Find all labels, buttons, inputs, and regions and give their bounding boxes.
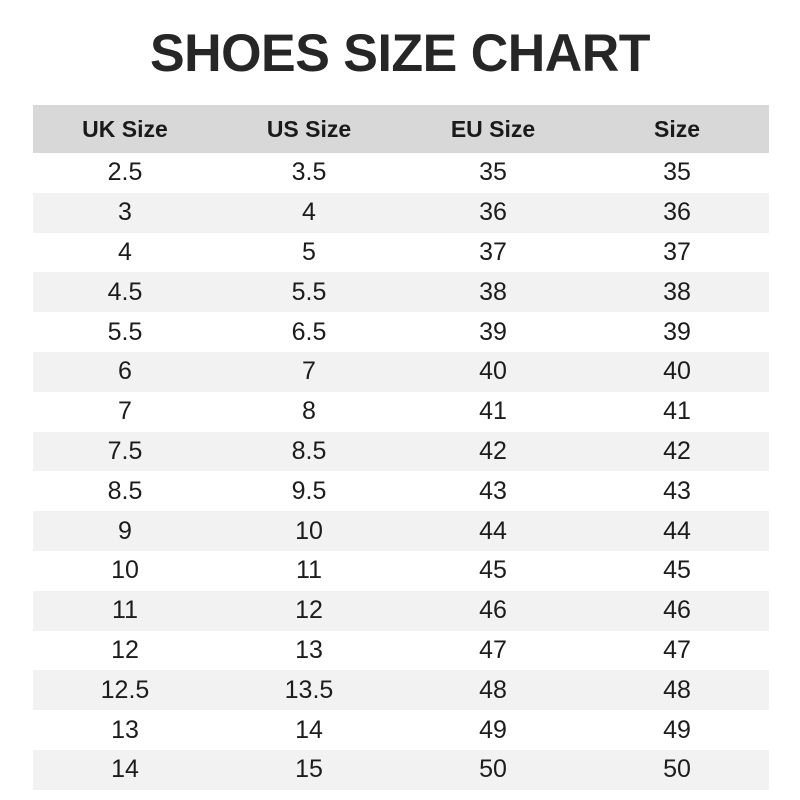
cell-us: 3.5 [217, 153, 401, 193]
table-row: 14 15 50 50 [33, 749, 769, 790]
cell-us: 13 [217, 630, 401, 671]
column-header-eu-size: EU Size [401, 105, 585, 153]
cell-uk: 14 [33, 749, 217, 790]
cell-eu: 38 [401, 272, 585, 313]
cell-eu: 39 [401, 312, 585, 352]
table-row: 6 7 40 40 [33, 351, 769, 392]
cell-size: 36 [585, 192, 769, 233]
cell-eu: 47 [401, 630, 585, 671]
table-row: 12.5 13.5 48 48 [33, 670, 769, 711]
cell-size: 41 [585, 391, 769, 432]
cell-size: 48 [585, 670, 769, 711]
cell-size: 49 [585, 710, 769, 750]
table-row: 13 14 49 49 [33, 710, 769, 750]
cell-uk: 13 [33, 710, 217, 750]
cell-uk: 3 [33, 192, 217, 233]
cell-size: 37 [585, 232, 769, 273]
column-header-us-size: US Size [217, 105, 401, 153]
cell-size: 44 [585, 511, 769, 551]
cell-eu: 36 [401, 192, 585, 233]
page-title: SHOES SIZE CHART [149, 24, 651, 83]
cell-uk: 5.5 [33, 312, 217, 352]
cell-uk: 11 [33, 590, 217, 631]
cell-eu: 48 [401, 670, 585, 711]
table-row: 9 10 44 44 [33, 511, 769, 551]
table-row: 7.5 8.5 42 42 [33, 431, 769, 472]
cell-us: 8 [217, 391, 401, 432]
cell-us: 9.5 [217, 471, 401, 512]
cell-size: 50 [585, 749, 769, 790]
cell-eu: 50 [401, 749, 585, 790]
cell-eu: 37 [401, 232, 585, 273]
cell-uk: 12.5 [33, 670, 217, 711]
cell-us: 4 [217, 192, 401, 233]
cell-size: 47 [585, 630, 769, 671]
cell-uk: 8.5 [33, 471, 217, 512]
cell-us: 14 [217, 710, 401, 750]
cell-us: 8.5 [217, 431, 401, 472]
cell-eu: 46 [401, 590, 585, 631]
cell-eu: 44 [401, 511, 585, 551]
size-chart-table: UK Size US Size EU Size Size 2.5 3.5 35 35 3… [33, 105, 769, 790]
cell-size: 38 [585, 272, 769, 313]
cell-eu: 43 [401, 471, 585, 512]
table-row: 2.5 3.5 35 35 [33, 153, 769, 193]
cell-size: 39 [585, 312, 769, 352]
table-row: 8.5 9.5 43 43 [33, 471, 769, 512]
cell-eu: 40 [401, 351, 585, 392]
cell-us: 10 [217, 511, 401, 551]
table-row: 3 4 36 36 [33, 192, 769, 233]
cell-us: 13.5 [217, 670, 401, 711]
cell-uk: 10 [33, 550, 217, 591]
table-row: 12 13 47 47 [33, 630, 769, 671]
table-header-row: UK Size US Size EU Size Size [33, 105, 769, 153]
cell-us: 5 [217, 232, 401, 273]
cell-us: 7 [217, 351, 401, 392]
table-row: 4 5 37 37 [33, 232, 769, 273]
table-row: 10 11 45 45 [33, 550, 769, 591]
table-row: 5.5 6.5 39 39 [33, 312, 769, 352]
cell-uk: 2.5 [33, 153, 217, 193]
cell-size: 40 [585, 351, 769, 392]
cell-uk: 4 [33, 232, 217, 273]
cell-size: 35 [585, 153, 769, 193]
cell-uk: 9 [33, 511, 217, 551]
table-header: UK Size US Size EU Size Size [33, 105, 769, 153]
cell-eu: 49 [401, 710, 585, 750]
cell-us: 11 [217, 550, 401, 591]
cell-eu: 35 [401, 153, 585, 193]
table-body: 2.5 3.5 35 35 3 4 36 36 4 5 37 37 4.5 5.5 38 38 5.5 6.5 39… [33, 153, 769, 790]
cell-uk: 7 [33, 391, 217, 432]
cell-eu: 45 [401, 550, 585, 591]
cell-eu: 41 [401, 391, 585, 432]
cell-size: 45 [585, 550, 769, 591]
cell-eu: 42 [401, 431, 585, 472]
cell-uk: 12 [33, 630, 217, 671]
cell-us: 12 [217, 590, 401, 631]
column-header-size: Size [585, 105, 769, 153]
cell-size: 42 [585, 431, 769, 472]
cell-us: 6.5 [217, 312, 401, 352]
table-row: 11 12 46 46 [33, 590, 769, 631]
table-row: 4.5 5.5 38 38 [33, 272, 769, 313]
table-row: 7 8 41 41 [33, 391, 769, 432]
cell-uk: 4.5 [33, 272, 217, 313]
cell-size: 46 [585, 590, 769, 631]
cell-us: 5.5 [217, 272, 401, 313]
column-header-uk-size: UK Size [33, 105, 217, 153]
cell-uk: 6 [33, 351, 217, 392]
cell-size: 43 [585, 471, 769, 512]
cell-us: 15 [217, 749, 401, 790]
cell-uk: 7.5 [33, 431, 217, 472]
